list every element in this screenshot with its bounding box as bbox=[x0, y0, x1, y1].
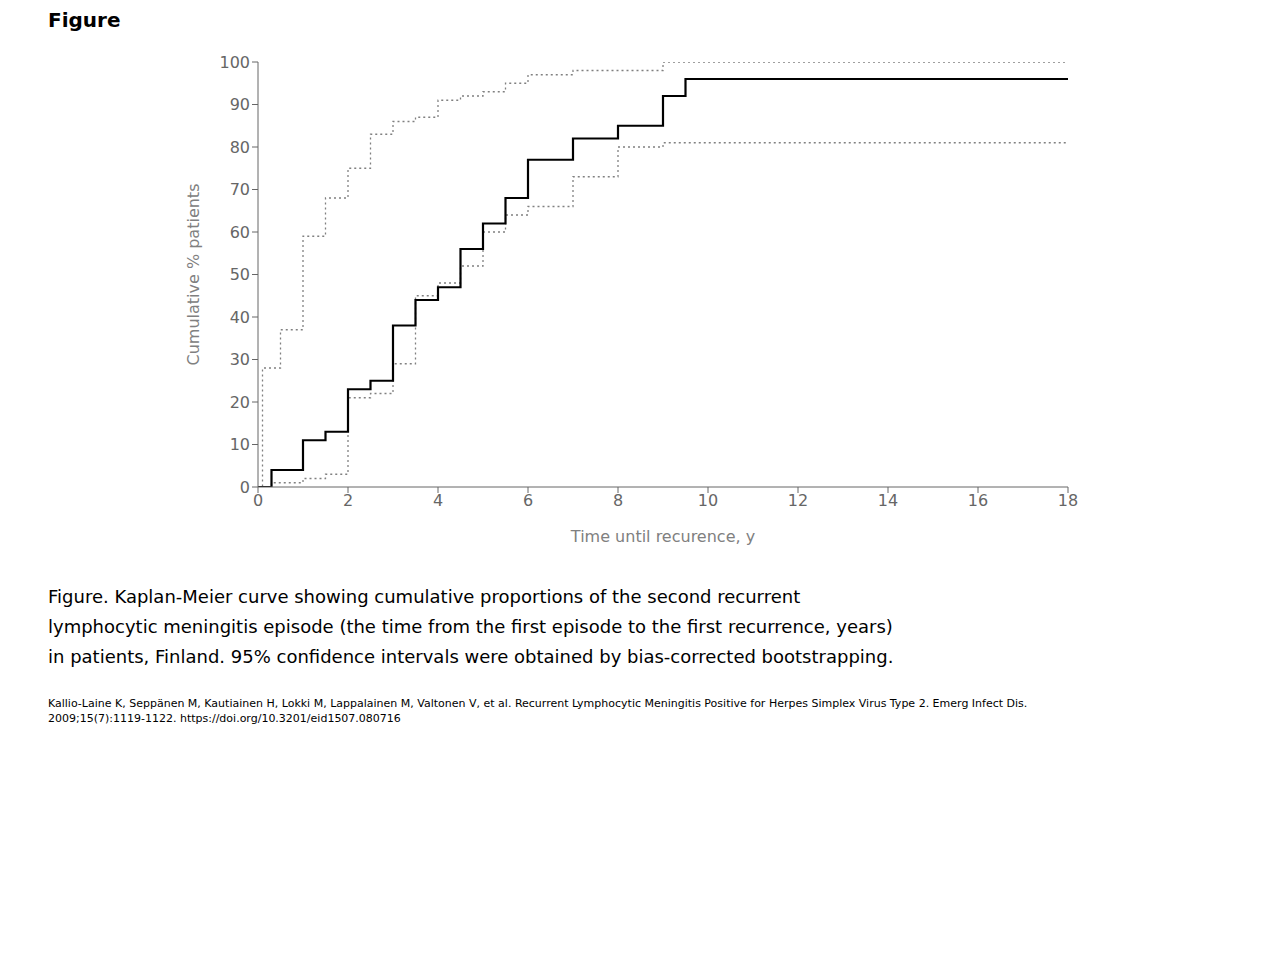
svg-text:0: 0 bbox=[240, 478, 250, 497]
svg-text:14: 14 bbox=[878, 491, 898, 510]
svg-text:80: 80 bbox=[230, 138, 250, 157]
html-text:Figure. Kaplan-Meier curve sho: Figure. Kaplan-Meier curve showing cumul… bbox=[48, 586, 801, 607]
svg-text:8: 8 bbox=[613, 491, 623, 510]
html-text:Kallio-Laine K, Seppänen M, Ka: Kallio-Laine K, Seppänen M, Kautiainen H… bbox=[48, 697, 1028, 725]
svg-text:90: 90 bbox=[230, 95, 250, 114]
svg-text:10: 10 bbox=[698, 491, 718, 510]
svg-text:0: 0 bbox=[253, 491, 263, 510]
html-text:in patients, Finland. 95% conf: in patients, Finland. 95% confidence int… bbox=[48, 646, 894, 667]
svg-text:4: 4 bbox=[433, 491, 443, 510]
svg-text:50: 50 bbox=[230, 265, 250, 284]
svg-text:70: 70 bbox=[230, 180, 250, 199]
svg-text:16: 16 bbox=[968, 491, 988, 510]
svg-text:12: 12 bbox=[788, 491, 808, 510]
svg-text:Cumulative % patients: Cumulative % patients bbox=[184, 184, 203, 366]
svg-text:60: 60 bbox=[230, 223, 250, 242]
html-text:Figure: Figure bbox=[48, 8, 121, 32]
svg-text:Time until recurence, y: Time until recurence, y bbox=[570, 527, 755, 546]
svg-text:6: 6 bbox=[523, 491, 533, 510]
svg-text:10: 10 bbox=[230, 435, 250, 454]
svg-text:20: 20 bbox=[230, 393, 250, 412]
svg-text:100: 100 bbox=[219, 53, 250, 72]
svg-text:2: 2 bbox=[343, 491, 353, 510]
svg-text:30: 30 bbox=[230, 350, 250, 369]
svg-text:18: 18 bbox=[1058, 491, 1078, 510]
svg-text:40: 40 bbox=[230, 308, 250, 327]
html-text:lymphocytic meningitis episode: lymphocytic meningitis episode (the time… bbox=[48, 616, 893, 637]
